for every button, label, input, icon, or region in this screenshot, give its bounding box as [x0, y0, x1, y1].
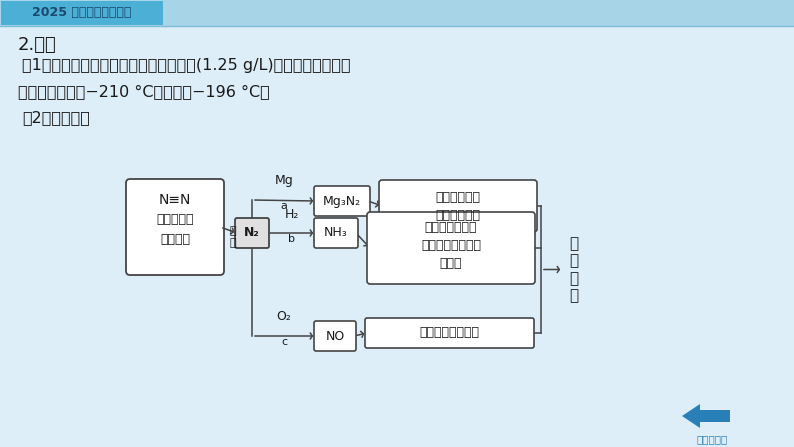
Text: H₂: H₂: [284, 208, 299, 221]
Text: 条件：放电或高温: 条件：放电或高温: [419, 326, 480, 340]
FancyBboxPatch shape: [314, 321, 356, 351]
Text: 返回至目录: 返回至目录: [696, 434, 727, 444]
FancyBboxPatch shape: [0, 0, 794, 26]
FancyBboxPatch shape: [367, 212, 535, 284]
Text: 离子化合物，: 离子化合物，: [435, 191, 480, 204]
Text: 共价键牢固: 共价键牢固: [156, 213, 194, 226]
Text: Mg₃N₂: Mg₃N₂: [323, 194, 361, 207]
FancyBboxPatch shape: [314, 218, 358, 248]
Text: NH₃: NH₃: [324, 227, 348, 240]
Text: 溶于水，熔点为−210 °C，沸点为−196 °C。: 溶于水，熔点为−210 °C，沸点为−196 °C。: [18, 84, 270, 99]
Text: （2）化学性质: （2）化学性质: [22, 110, 90, 125]
Text: 2025 高考一轮复习用书: 2025 高考一轮复习用书: [33, 7, 132, 20]
Text: N₂: N₂: [244, 227, 260, 240]
Text: （1）物理性质：无色、无味气体，密度(1.25 g/L)比空气的略小，难: （1）物理性质：无色、无味气体，密度(1.25 g/L)比空气的略小，难: [22, 58, 351, 73]
Text: O₂: O₂: [276, 310, 291, 323]
Text: 分子稳定: 分子稳定: [160, 233, 190, 246]
Text: 构: 构: [229, 238, 236, 248]
FancyBboxPatch shape: [365, 318, 534, 348]
Text: Mg: Mg: [275, 174, 293, 187]
Text: c: c: [281, 337, 287, 347]
FancyBboxPatch shape: [235, 218, 269, 248]
Text: NO: NO: [326, 329, 345, 342]
Text: a: a: [280, 201, 287, 211]
Text: 氮
的
固
定: 氮 的 固 定: [569, 236, 578, 303]
Text: 结: 结: [229, 226, 236, 236]
Polygon shape: [682, 404, 730, 428]
FancyBboxPatch shape: [314, 186, 370, 216]
FancyBboxPatch shape: [379, 180, 537, 232]
Text: N≡N: N≡N: [159, 193, 191, 207]
Text: b: b: [288, 234, 295, 244]
Text: 催化剂: 催化剂: [440, 257, 462, 270]
Text: 件：高温、高压、: 件：高温、高压、: [421, 239, 481, 252]
Text: 遇水强烈水解: 遇水强烈水解: [435, 209, 480, 222]
Text: 工业合成氨的条: 工业合成氨的条: [425, 221, 477, 234]
FancyBboxPatch shape: [126, 179, 224, 275]
Text: 2.氮气: 2.氮气: [18, 36, 56, 54]
FancyBboxPatch shape: [1, 1, 163, 25]
